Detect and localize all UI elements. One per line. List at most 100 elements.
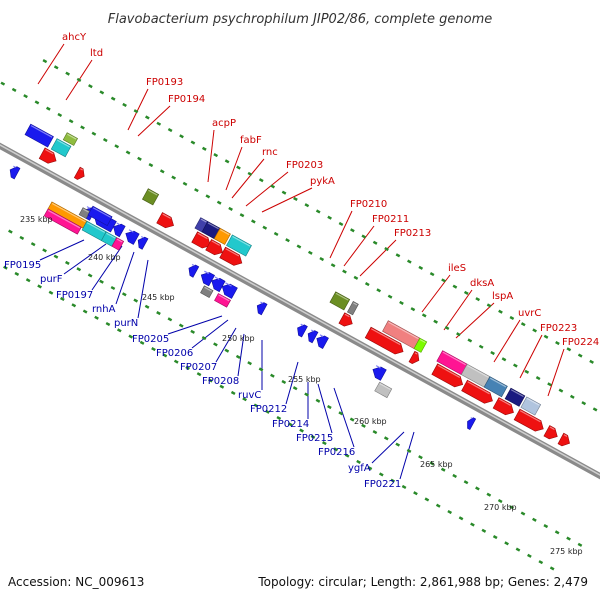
reverse-cds-arrow-bevel — [116, 222, 121, 226]
dotted-guide-dash — [281, 190, 287, 195]
forward-cds-arrow-bevel — [162, 213, 171, 219]
dotted-guide-dash — [296, 244, 302, 249]
backbone-highlight — [0, 144, 600, 476]
dotted-guide-dash — [216, 200, 222, 205]
reverse-leader-line — [137, 259, 149, 319]
dotted-guide-dash — [372, 240, 378, 245]
forward-cds-arrow-bevel — [197, 232, 208, 240]
forward-gene-label: pykA — [310, 176, 335, 187]
reverse-cds-arrow — [113, 223, 126, 238]
forward-cds-arrow — [408, 350, 420, 364]
dotted-guide-dash — [37, 284, 42, 289]
dotted-guide-dash — [501, 357, 507, 362]
dotted-guide-dash — [504, 541, 509, 546]
dotted-guide-dash — [350, 228, 355, 233]
dotted-guide-dash — [456, 332, 461, 337]
dotted-guide-dash — [42, 248, 47, 253]
dotted-guide-dash — [265, 409, 270, 414]
reverse-cds-arrow — [125, 230, 140, 245]
dotted-guide-dash — [281, 379, 287, 385]
dotted-guide-dash — [315, 209, 321, 214]
dotted-guide-dash — [547, 382, 552, 387]
reverse-feature-block — [78, 207, 91, 219]
dotted-guide-dash — [285, 238, 290, 243]
reverse-cds-arrow — [372, 366, 387, 381]
reverse-feature-block-bevel — [51, 202, 86, 223]
dotted-guide-dash — [213, 342, 218, 347]
dotted-guide-dash — [205, 194, 211, 199]
forward-cds-arrow-bevel — [45, 148, 54, 155]
dotted-guide-dash — [23, 94, 28, 99]
dotted-guide-dash — [470, 522, 475, 527]
dotted-guide-dash — [463, 290, 469, 295]
forward-leader-line — [547, 348, 565, 397]
reverse-gene-label: ygfA — [348, 463, 371, 474]
forward-cds-arrow — [557, 432, 570, 447]
dotted-guide-dash — [276, 415, 282, 421]
dotted-guide-dash — [213, 153, 219, 158]
forward-gene-label: acpP — [212, 118, 236, 129]
forward-feature-block-bevel — [489, 377, 507, 388]
forward-feature-block — [62, 132, 79, 146]
reverse-cds-arrow-bevel — [214, 276, 220, 280]
dotted-guide-dash — [258, 367, 264, 372]
dotted-guide-dash — [190, 140, 196, 145]
forward-gene-label: ltd — [90, 48, 103, 59]
dotted-guide-dash — [194, 188, 199, 193]
forward-gene-label: FP0224 — [562, 337, 599, 348]
dotted-guides — [0, 59, 598, 571]
dotted-guide-dash — [236, 165, 241, 170]
dotted-guide-dash — [133, 109, 139, 114]
dotted-guide-dash — [235, 354, 241, 359]
dotted-guide-dash — [121, 292, 127, 297]
dotted-guide-dash — [42, 59, 48, 64]
forward-cds-arrow-bevel — [80, 168, 83, 171]
reverse-leader-line — [371, 431, 405, 464]
dotted-guide-dash — [304, 392, 309, 397]
dotted-guide-dash — [133, 298, 139, 303]
reverse-cds-arrow-bevel — [260, 301, 263, 304]
kbp-tick-label: 275 kbp — [550, 547, 583, 556]
dotted-guide-dash — [299, 428, 304, 433]
dotted-guide-dash — [11, 87, 17, 92]
reverse-cds-arrow — [316, 335, 329, 350]
forward-feature-block — [213, 227, 231, 245]
dotted-guide-dash — [151, 347, 156, 352]
forward-gene-label: FP0194 — [168, 94, 205, 105]
forward-feature-block-bevel — [510, 389, 524, 398]
genome-backbone — [0, 142, 600, 480]
dotted-guide-dash — [68, 119, 74, 124]
kbp-tick-label: 270 kbp — [484, 503, 517, 512]
reverse-gene-label: FP0195 — [4, 260, 41, 271]
dotted-guide-dash — [418, 455, 423, 460]
dotted-guide-dash — [3, 265, 8, 270]
dotted-guide-dash — [45, 106, 51, 111]
forward-feature-block-bevel — [30, 125, 53, 138]
dotted-guide-dash — [390, 478, 396, 483]
dotted-guide-dash — [344, 453, 350, 458]
reverse-feature-block-bevel — [48, 209, 81, 229]
forward-cds-arrow-bevel — [414, 352, 418, 355]
reverse-cds-arrow-bevel — [191, 263, 195, 267]
dotted-guide-dash — [492, 535, 498, 540]
dotted-guide-dash — [452, 284, 458, 289]
dotted-guide-dash — [144, 304, 150, 309]
forward-cds-arrow — [431, 363, 464, 388]
dotted-guide-dash — [273, 231, 279, 237]
dotted-guide-dash — [179, 134, 184, 139]
forward-feature-block — [24, 123, 54, 148]
dotted-guide-dash — [242, 397, 247, 402]
forward-gene-label: FP0203 — [286, 160, 323, 171]
dotted-guide-dash — [566, 536, 571, 541]
dotted-guide-dash — [159, 169, 165, 174]
dotted-guide-dash — [14, 271, 20, 276]
forward-cds-arrow — [205, 239, 223, 256]
reverse-gene-label: FP0216 — [318, 447, 355, 458]
dotted-guide-dash — [247, 171, 253, 176]
forward-cds-arrow — [73, 166, 85, 180]
reverse-gene-label: FP0215 — [296, 433, 333, 444]
forward-leader-line — [245, 171, 289, 207]
reverse-leader-line — [115, 251, 135, 305]
dotted-guide-dash — [452, 473, 458, 479]
dotted-guide-dash — [253, 403, 259, 408]
